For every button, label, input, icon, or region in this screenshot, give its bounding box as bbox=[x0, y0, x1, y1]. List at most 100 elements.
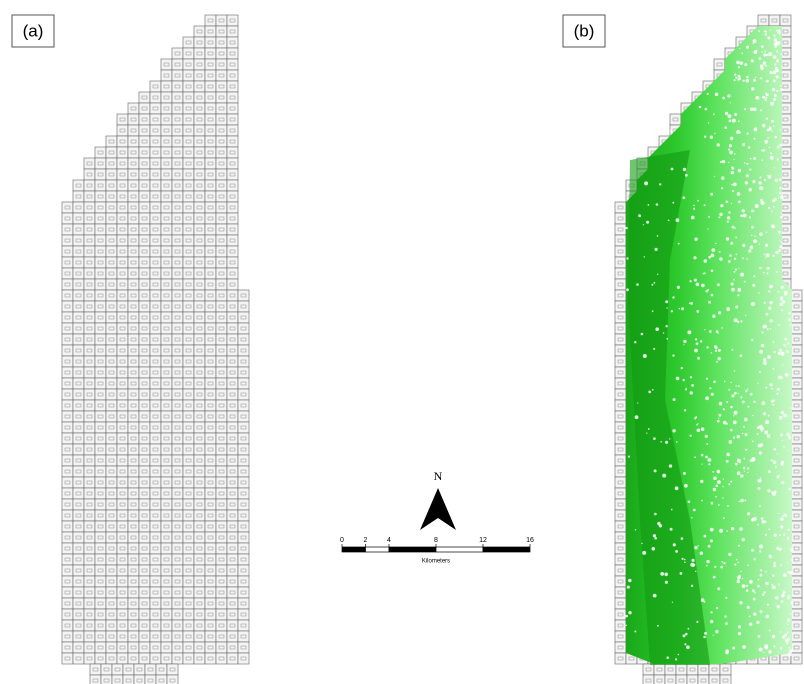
grid-cell bbox=[238, 598, 249, 609]
grid-cell bbox=[161, 488, 172, 499]
grid-cell bbox=[128, 224, 139, 235]
speckle bbox=[733, 421, 737, 425]
grid-cell bbox=[139, 653, 150, 664]
speckle bbox=[666, 338, 668, 340]
speckle bbox=[759, 648, 763, 652]
speckle bbox=[770, 319, 773, 322]
grid-cell bbox=[106, 367, 117, 378]
grid-cell bbox=[194, 301, 205, 312]
speckle bbox=[693, 208, 695, 210]
grid-cell bbox=[139, 169, 150, 180]
speckle bbox=[773, 125, 775, 127]
grid-cell bbox=[139, 323, 150, 334]
grid-cell bbox=[150, 125, 161, 136]
grid-cell bbox=[84, 301, 95, 312]
speckle bbox=[718, 311, 721, 314]
grid-cell bbox=[117, 191, 128, 202]
grid-cell bbox=[205, 81, 216, 92]
grid-cell bbox=[106, 400, 117, 411]
grid-cell bbox=[183, 521, 194, 532]
speckle bbox=[720, 204, 723, 207]
speckle bbox=[716, 361, 718, 363]
speckle bbox=[682, 558, 684, 560]
grid-cell bbox=[194, 422, 205, 433]
grid-cell bbox=[62, 477, 73, 488]
speckle bbox=[761, 201, 765, 205]
speckle bbox=[665, 441, 668, 444]
speckle bbox=[780, 517, 784, 521]
speckle bbox=[734, 153, 736, 155]
grid-cell bbox=[205, 389, 216, 400]
speckle bbox=[712, 471, 714, 473]
grid-cell bbox=[227, 191, 238, 202]
grid-cell bbox=[216, 356, 227, 367]
speckle bbox=[653, 348, 655, 350]
speckle bbox=[761, 344, 765, 348]
speckle bbox=[757, 433, 759, 435]
speckle bbox=[787, 342, 789, 344]
grid-cell bbox=[95, 147, 106, 158]
speckle bbox=[779, 240, 780, 241]
speckle bbox=[701, 427, 705, 431]
grid-cell bbox=[95, 598, 106, 609]
grid-cell bbox=[150, 422, 161, 433]
speckle bbox=[746, 163, 748, 165]
grid-cell bbox=[238, 444, 249, 455]
speckle bbox=[732, 226, 735, 229]
speckle bbox=[706, 565, 708, 567]
grid-cell bbox=[183, 576, 194, 587]
grid-cell bbox=[150, 411, 161, 422]
speckle bbox=[760, 177, 762, 179]
speckle bbox=[767, 328, 769, 330]
grid-cell bbox=[117, 587, 128, 598]
speckle bbox=[722, 486, 723, 487]
grid-cell bbox=[139, 114, 150, 125]
grid-cell bbox=[139, 235, 150, 246]
speckle bbox=[760, 199, 763, 202]
grid-cell bbox=[150, 246, 161, 257]
grid-cell bbox=[172, 367, 183, 378]
grid-cell bbox=[161, 323, 172, 334]
speckle bbox=[703, 636, 706, 639]
speckle bbox=[729, 119, 732, 122]
grid-cell bbox=[128, 411, 139, 422]
grid-cell bbox=[73, 455, 84, 466]
grid-cell bbox=[227, 488, 238, 499]
speckle bbox=[726, 237, 729, 240]
speckle bbox=[727, 94, 730, 97]
grid-cell bbox=[161, 510, 172, 521]
grid-cell bbox=[150, 301, 161, 312]
grid-cell bbox=[84, 235, 95, 246]
grid-cell bbox=[117, 323, 128, 334]
speckle bbox=[769, 555, 772, 558]
speckle bbox=[785, 346, 786, 347]
grid-cell bbox=[117, 620, 128, 631]
speckle bbox=[734, 370, 735, 371]
speckle bbox=[786, 350, 789, 353]
grid-cell bbox=[205, 565, 216, 576]
grid-cell bbox=[128, 521, 139, 532]
grid-cell bbox=[128, 389, 139, 400]
grid-cell bbox=[128, 466, 139, 477]
grid-cell bbox=[791, 389, 802, 400]
grid-cell bbox=[194, 554, 205, 565]
speckle bbox=[759, 545, 763, 549]
grid-cell bbox=[227, 356, 238, 367]
grid-cell bbox=[95, 213, 106, 224]
speckle bbox=[625, 227, 627, 229]
speckle bbox=[721, 176, 724, 179]
grid-cell bbox=[161, 631, 172, 642]
grid-cell bbox=[216, 653, 227, 664]
grid-cell bbox=[84, 411, 95, 422]
speckle bbox=[691, 585, 693, 587]
grid-cell bbox=[117, 224, 128, 235]
speckle bbox=[723, 517, 725, 519]
grid-cell bbox=[227, 169, 238, 180]
speckle bbox=[724, 615, 726, 617]
grid-cell bbox=[227, 620, 238, 631]
speckle bbox=[691, 384, 694, 387]
grid-cell bbox=[161, 444, 172, 455]
grid-cell bbox=[112, 675, 123, 684]
speckle bbox=[783, 591, 786, 594]
speckle bbox=[779, 548, 782, 551]
